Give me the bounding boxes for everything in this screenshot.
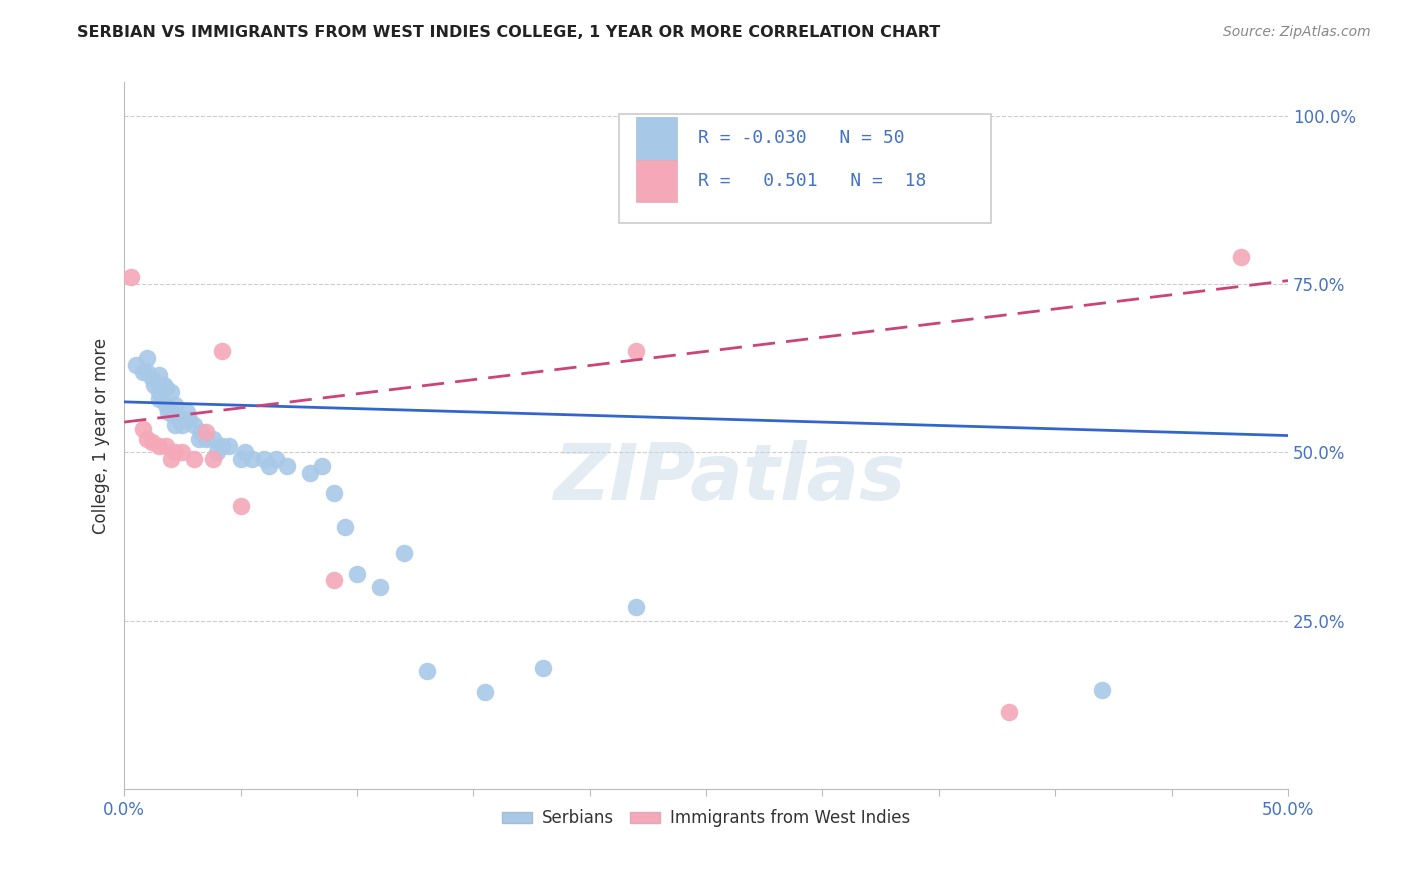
FancyBboxPatch shape [619, 113, 991, 223]
Point [148, 384, 170, 399]
Point [165, 445, 187, 459]
Point [155, 381, 177, 395]
Point [211, 439, 233, 453]
Point [176, 405, 198, 419]
Point [322, 574, 344, 588]
Point [264, 452, 287, 467]
Point [148, 392, 170, 406]
Point [257, 458, 280, 473]
Point [159, 384, 181, 399]
Point [207, 445, 229, 459]
Point [148, 439, 170, 453]
Point [811, 122, 834, 136]
Point [183, 452, 205, 467]
Point [311, 458, 333, 473]
Point [299, 466, 322, 480]
Point [179, 411, 201, 425]
Point [165, 418, 187, 433]
Point [165, 398, 187, 412]
Point [125, 358, 148, 372]
Text: Source: ZipAtlas.com: Source: ZipAtlas.com [1223, 25, 1371, 39]
Point [136, 432, 159, 446]
Point [474, 684, 496, 698]
Point [1091, 682, 1114, 697]
Text: R = -0.030   N = 50: R = -0.030 N = 50 [697, 129, 904, 147]
Point [152, 378, 174, 392]
Point [233, 445, 256, 459]
Point [120, 270, 142, 285]
Point [253, 452, 276, 467]
Point [322, 485, 344, 500]
Legend: Serbians, Immigrants from West Indies: Serbians, Immigrants from West Indies [495, 803, 917, 834]
Y-axis label: College, 1 year or more: College, 1 year or more [93, 337, 110, 533]
Point [201, 452, 224, 467]
Text: SERBIAN VS IMMIGRANTS FROM WEST INDIES COLLEGE, 1 YEAR OR MORE CORRELATION CHART: SERBIAN VS IMMIGRANTS FROM WEST INDIES C… [77, 25, 941, 40]
Text: ZIPatlas: ZIPatlas [553, 440, 905, 516]
Point [626, 600, 648, 615]
Point [190, 425, 212, 440]
Point [172, 411, 194, 425]
Point [157, 405, 180, 419]
Point [136, 365, 159, 379]
Point [141, 435, 163, 450]
Point [335, 519, 357, 533]
Point [1230, 250, 1253, 264]
Point [148, 368, 170, 382]
Point [218, 439, 240, 453]
Point [155, 398, 177, 412]
Point [368, 580, 391, 594]
Bar [637, 117, 678, 160]
Point [346, 566, 368, 581]
Point [159, 452, 181, 467]
Point [141, 371, 163, 385]
Point [392, 546, 415, 560]
Point [162, 409, 184, 423]
Point [155, 439, 177, 453]
Point [416, 665, 439, 679]
Point [132, 365, 155, 379]
Point [229, 500, 252, 514]
Point [183, 418, 205, 433]
Point [194, 425, 217, 440]
Point [143, 378, 166, 392]
Point [626, 344, 648, 359]
Point [229, 452, 252, 467]
Point [531, 661, 554, 675]
Text: R =   0.501   N =  18: R = 0.501 N = 18 [697, 172, 927, 190]
Point [194, 432, 217, 446]
Point [159, 405, 181, 419]
Point [172, 445, 194, 459]
Point [211, 344, 233, 359]
Point [997, 705, 1019, 719]
Point [201, 432, 224, 446]
Point [240, 452, 263, 467]
Point [136, 351, 159, 365]
Point [187, 432, 209, 446]
Bar [637, 160, 678, 202]
Point [132, 422, 155, 436]
Point [276, 458, 298, 473]
Point [172, 418, 194, 433]
